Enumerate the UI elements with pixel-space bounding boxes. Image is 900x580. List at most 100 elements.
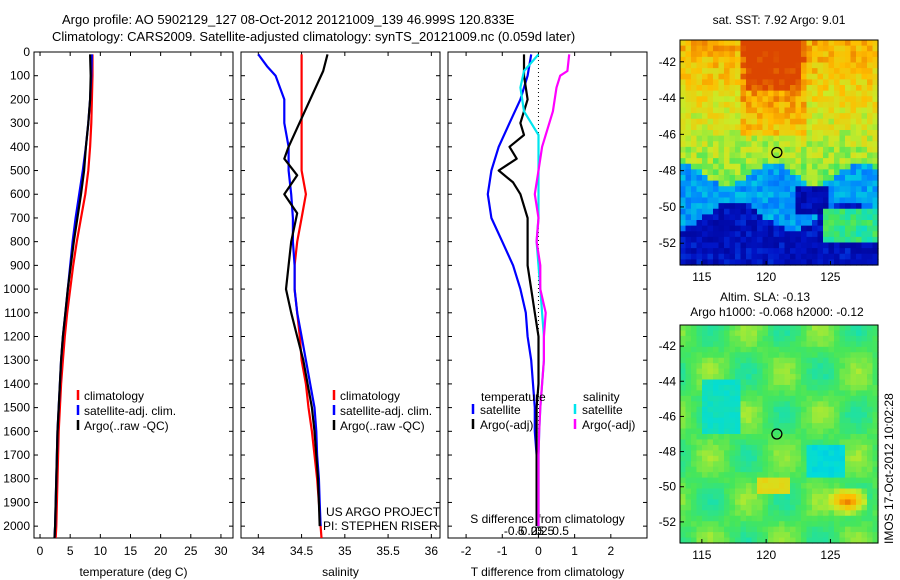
heatmap-cell [691,346,698,353]
heatmap-cell [718,521,725,528]
heatmap-cell [817,208,824,215]
heatmap-cell [806,335,813,342]
heatmap-cell [740,526,747,533]
heatmap-cell [795,417,802,424]
heatmap-cell [779,444,786,451]
heatmap-cell [702,330,709,337]
legend-header-temperature: temperature [481,390,546,404]
heatmap-cell [817,169,824,176]
heatmap-cell [845,483,852,490]
heatmap-cell [729,472,736,479]
heatmap-cell [696,96,703,103]
heatmap-cell [861,515,868,522]
heatmap-cell [768,450,775,457]
heatmap-cell [801,395,808,402]
heatmap-cell [751,197,758,204]
heatmap-cell [845,79,852,86]
heatmap-cell [724,341,731,348]
heatmap-cell [691,466,698,473]
sst_map-xtick-label: 115 [692,270,711,284]
heatmap-cell [867,477,874,484]
heatmap-cell [801,537,808,544]
heatmap-cell [680,158,687,165]
heatmap-cell [823,532,830,539]
heatmap-cell [790,499,797,506]
heatmap-cell [790,472,797,479]
heatmap-cell [872,242,879,249]
heatmap-cell [740,515,747,522]
heatmap-cell [696,510,703,517]
heatmap-cell [768,203,775,210]
heatmap-cell [795,493,802,500]
heatmap-cell [757,325,764,332]
heatmap-cell [757,374,764,381]
heatmap-cell [867,515,874,522]
heatmap-cell [691,325,698,332]
heatmap-cell [768,472,775,479]
heatmap-cell [823,537,830,544]
heatmap-cell [746,384,753,391]
heatmap-cell [790,135,797,142]
heatmap-cell [806,225,813,232]
heatmap-cell [707,461,714,468]
heatmap-cell [724,532,731,539]
heatmap-cell [724,428,731,435]
heatmap-cell [872,225,879,232]
heatmap-cell [680,401,687,408]
heatmap-cell [702,346,709,353]
heatmap-cell [812,208,819,215]
heatmap-cell [850,51,857,58]
heatmap-cell [724,231,731,238]
heatmap-cell [817,259,824,266]
heatmap-cell [713,472,720,479]
heatmap-cell [856,461,863,468]
heatmap-cell [867,220,874,227]
heatmap-cell [713,124,720,131]
heatmap-cell [713,390,720,397]
heatmap-cell [740,107,747,114]
heatmap-cell [735,242,742,249]
heatmap-cell [861,85,868,92]
heatmap-cell [861,163,868,170]
heatmap-cell [839,357,846,364]
heatmap-cell [845,225,852,232]
heatmap-cell [828,352,835,359]
heatmap-cell [817,477,824,484]
heatmap-cell [768,461,775,468]
heatmap-cell [861,90,868,97]
heatmap-cell [823,325,830,332]
heatmap-cell [724,118,731,125]
heatmap-cell [768,85,775,92]
heatmap-cell [850,208,857,215]
heatmap-cell [779,118,786,125]
heatmap-cell [713,158,720,165]
heatmap-cell [845,357,852,364]
heatmap-cell [784,346,791,353]
heatmap-cell [685,368,692,375]
heatmap-cell [691,141,698,148]
heatmap-cell [702,158,709,165]
heatmap-cell [801,417,808,424]
heatmap-cell [795,390,802,397]
heatmap-cell [867,461,874,468]
heatmap-cell [724,477,731,484]
heatmap-cell [801,45,808,52]
heatmap-cell [828,180,835,187]
heatmap-cell [773,477,780,484]
heatmap-cell [861,73,868,80]
heatmap-cell [828,434,835,441]
heatmap-cell [790,439,797,446]
heatmap-cell [751,152,758,159]
heatmap-cell [817,141,824,148]
heatmap-cell [707,175,714,182]
heatmap-cell [762,450,769,457]
heatmap-cell [850,90,857,97]
heatmap-cell [757,231,764,238]
sla_map-xtick-label: 120 [756,548,776,562]
heatmap-cell [729,175,736,182]
heatmap-cell [713,253,720,260]
heatmap-cell [735,346,742,353]
heatmap-cell [713,113,720,120]
heatmap-cell [845,330,852,337]
heatmap-cell [790,118,797,125]
